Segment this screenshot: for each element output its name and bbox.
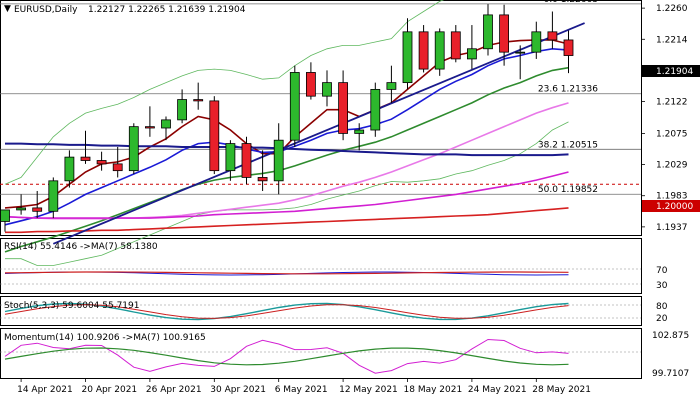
candle-body-3	[48, 180, 59, 212]
rsi-tick-30: 30	[656, 281, 668, 291]
candle-body-32	[515, 51, 526, 54]
moving-average-line-6	[5, 207, 569, 234]
current-price-text: 1.21904	[656, 67, 693, 77]
candle-body-22	[354, 129, 365, 134]
candle-body-31	[499, 14, 510, 53]
candle-body-18	[289, 72, 300, 141]
current-price-badge	[642, 65, 700, 77]
price-tick-label-5: 1.2029	[656, 161, 688, 171]
momentum-tick-low: 99.7107	[652, 369, 689, 379]
candle-body-7	[112, 163, 123, 172]
time-axis: 14 Apr 2021 20 Apr 2021 26 Apr 2021 30 Apr …	[17, 378, 591, 395]
level-price-text: 1.20000	[656, 202, 693, 212]
candlesticks	[0, 4, 574, 232]
fib-level-label-0: 0.0 1.22663	[544, 0, 598, 5]
time-tick-label-5: 12 May 2021	[339, 385, 398, 395]
candle-body-12	[193, 99, 204, 102]
time-tick-label-4: 6 May 2021	[275, 385, 328, 395]
fib-level-label-3: 50.0 1.19852	[538, 185, 598, 195]
price-tick-label-0: 1.2260	[656, 4, 688, 14]
time-tick-label-8: 28 May 2021	[532, 385, 591, 395]
candle-body-6	[96, 160, 107, 165]
indicator-lines	[0, 268, 641, 374]
candle-body-15	[241, 143, 252, 178]
price-tick-label-4: 1.2075	[656, 129, 688, 139]
stoch-d-line	[4, 304, 569, 319]
stoch-tick-80: 80	[656, 302, 668, 312]
time-tick-label-3: 30 Apr 2021	[210, 385, 266, 395]
candle-body-24	[386, 82, 397, 90]
price-axis: 1.22601.22141.21681.21221.20751.20291.19…	[641, 4, 688, 233]
trendline	[52, 22, 585, 245]
price-tick-label-1: 1.2214	[656, 35, 688, 45]
candle-body-14	[225, 143, 236, 172]
time-tick-label-7: 24 May 2021	[468, 385, 527, 395]
candle-body-28	[450, 31, 461, 60]
bollinger-bands	[4, 0, 569, 266]
stoch-tick-20: 20	[656, 314, 668, 324]
candle-body-16	[257, 177, 268, 182]
moving-average-line-2	[4, 66, 569, 253]
candle-body-1	[16, 207, 27, 211]
main-price-panel	[0, 0, 642, 236]
candle-body-35	[563, 39, 574, 56]
fib-level-label-2: 38.2 1.20515	[538, 140, 598, 150]
candle-body-27	[434, 31, 445, 70]
stoch-panel	[0, 296, 642, 326]
moving-average-line-4	[5, 142, 569, 157]
bollinger-upper-line	[4, 0, 445, 185]
symbol-label: EURUSD,Daily	[14, 5, 78, 15]
fibonacci-levels: 0.0 1.22663 23.6 1.21336 38.2 1.20515 50.0 …	[0, 0, 641, 195]
rsi-tick-70: 70	[656, 266, 668, 276]
level-price-badge	[642, 200, 700, 212]
ohlc-readout: 1.22127 1.22265 1.21639 1.21904	[88, 5, 246, 15]
rsi-label: RSI(14) 55.4146 ->MA(7) 58.1380	[4, 242, 158, 252]
candle-body-23	[370, 88, 381, 131]
time-tick-label-1: 20 Apr 2021	[82, 385, 138, 395]
candle-body-9	[144, 126, 155, 129]
rsi-panel	[0, 238, 642, 294]
candle-body-19	[305, 72, 316, 97]
candle-body-30	[483, 14, 493, 50]
fib-level-label-1: 23.6 1.21336	[538, 85, 598, 95]
candle-body-10	[161, 119, 171, 129]
time-tick-label-2: 26 Apr 2021	[146, 385, 202, 395]
candle-body-29	[466, 48, 477, 60]
candle-body-25	[402, 31, 413, 84]
candle-body-13	[209, 100, 220, 172]
price-tick-label-7: 1.1937	[656, 223, 688, 233]
candle-body-2	[32, 207, 43, 212]
stoch-label: Stoch(5,3,3) 59.6004 55.7191	[4, 301, 139, 311]
candle-body-17	[273, 139, 284, 182]
candle-body-4	[64, 156, 75, 182]
candle-body-34	[547, 31, 558, 41]
candle-body-20	[322, 82, 332, 97]
candle-body-26	[418, 31, 429, 70]
time-tick-label-6: 18 May 2021	[404, 385, 463, 395]
candle-body-11	[177, 99, 188, 121]
ascending-trendline	[52, 22, 585, 245]
chart-header-icon: ▼	[4, 4, 11, 14]
momentum-ma-line	[4, 347, 569, 366]
candle-body-0	[0, 209, 10, 222]
time-tick-label-0: 14 Apr 2021	[17, 385, 73, 395]
bollinger-lower-line	[5, 121, 569, 266]
moving-average-line-5	[4, 171, 569, 219]
momentum-line	[4, 338, 569, 374]
price-tick-label-3: 1.2122	[656, 98, 688, 108]
candle-body-21	[338, 82, 349, 134]
momentum-panel	[0, 328, 642, 379]
price-tick-label-6: 1.1983	[656, 192, 688, 202]
rsi-ma-line	[4, 271, 569, 275]
candle-body-5	[80, 156, 91, 161]
candle-body-33	[531, 31, 542, 53]
momentum-tick-high: 102.875	[652, 331, 689, 341]
momentum-label: Momentum(14) 100.9206 ->MA(7) 100.9165	[4, 333, 206, 343]
candle-body-8	[128, 126, 139, 172]
